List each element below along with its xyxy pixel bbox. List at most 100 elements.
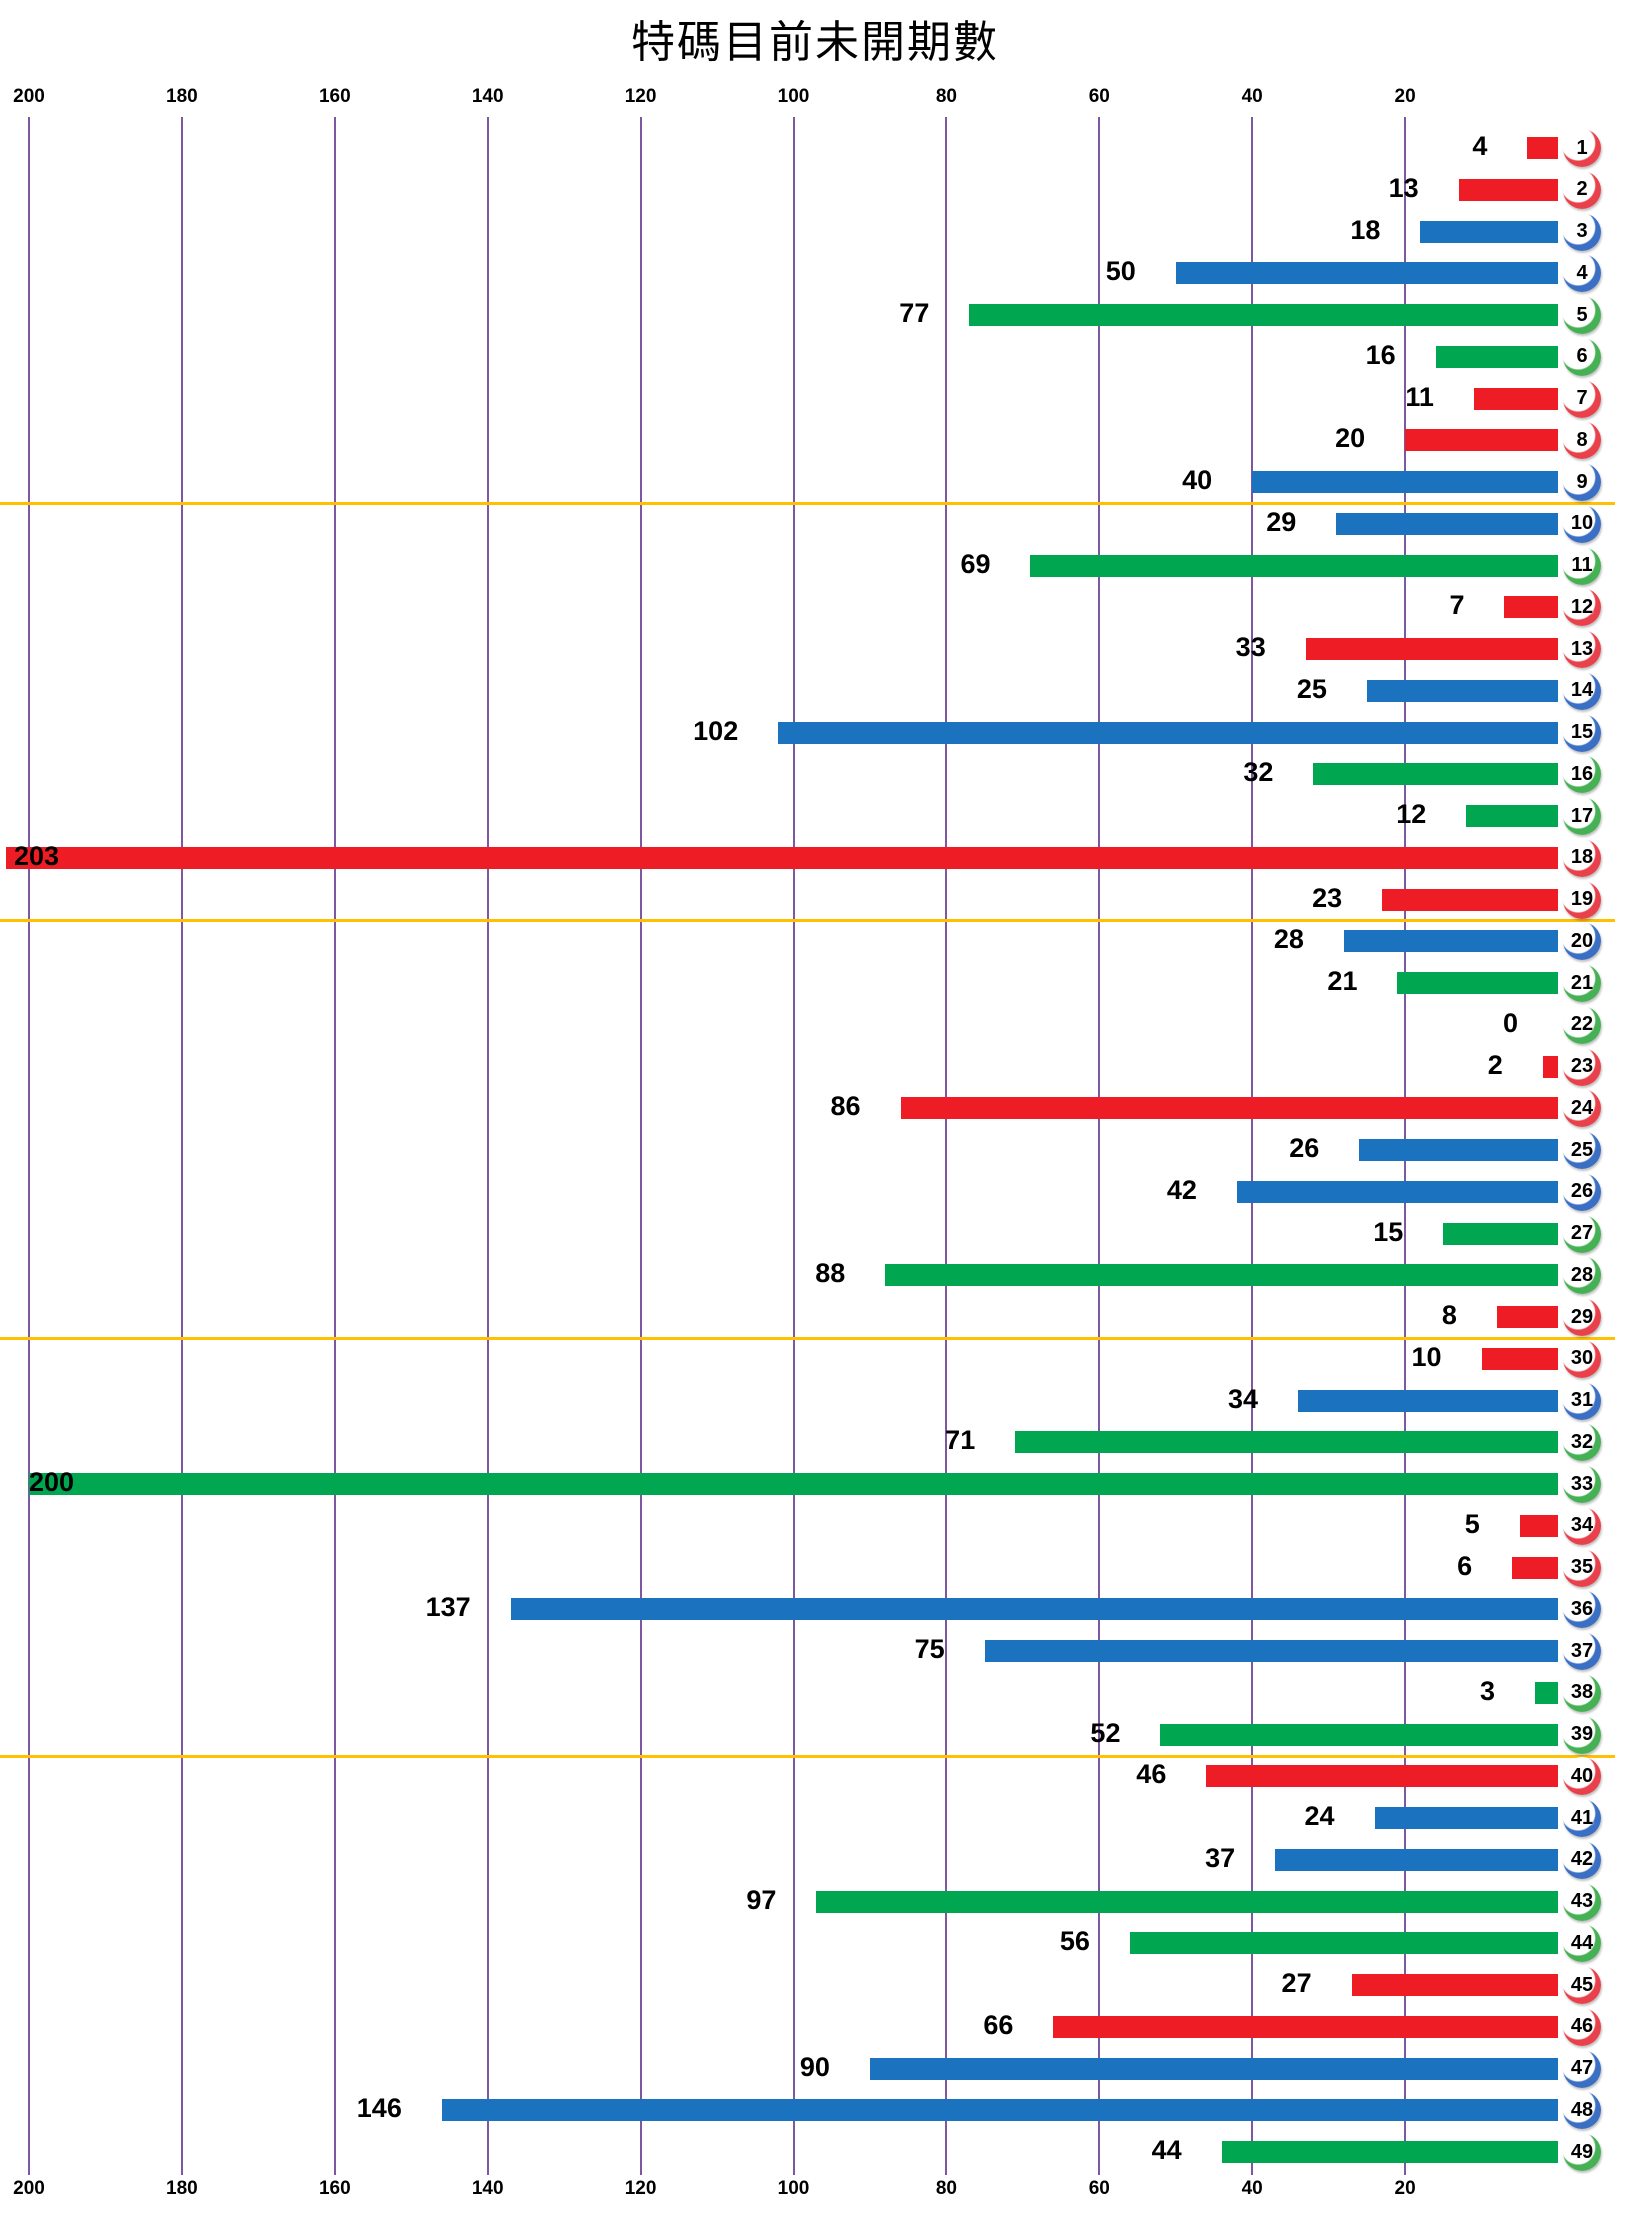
ball-38: 38 — [1563, 1673, 1601, 1712]
bar-11 — [1030, 554, 1558, 577]
bar-38 — [1535, 1681, 1558, 1704]
bar-33 — [29, 1473, 1558, 1496]
bar-19 — [1382, 888, 1558, 911]
axis-tick-bottom-200: 200 — [13, 2178, 45, 2199]
axis-tick-bottom-180: 180 — [166, 2178, 198, 2199]
ball-8: 8 — [1563, 421, 1601, 460]
value-label-44: 56 — [1059, 1926, 1090, 1957]
ball-41: 41 — [1563, 1799, 1601, 1838]
ball-27: 27 — [1563, 1214, 1601, 1253]
value-label-10: 29 — [1266, 506, 1297, 537]
ball-36: 36 — [1563, 1590, 1601, 1629]
ball-13: 13 — [1563, 630, 1601, 669]
bar-45 — [1351, 1974, 1558, 1997]
value-label-49: 44 — [1151, 2135, 1182, 2166]
bar-23 — [1542, 1055, 1558, 1078]
ball-29: 29 — [1563, 1298, 1601, 1337]
ball-45: 45 — [1563, 1966, 1601, 2005]
value-label-27: 15 — [1373, 1216, 1404, 1247]
bar-36 — [510, 1598, 1558, 1621]
bar-14 — [1366, 679, 1558, 702]
value-label-4: 50 — [1105, 256, 1136, 287]
bar-2 — [1458, 178, 1558, 201]
bar-29 — [1496, 1306, 1558, 1329]
gridline-200 — [28, 117, 30, 2175]
bar-18 — [6, 846, 1558, 869]
bar-6 — [1435, 345, 1558, 368]
bar-7 — [1473, 387, 1558, 410]
bar-49 — [1221, 2141, 1558, 2164]
axis-tick-top-180: 180 — [166, 86, 198, 107]
value-label-30: 10 — [1411, 1341, 1442, 1372]
bar-32 — [1015, 1431, 1558, 1454]
value-label-11: 69 — [960, 548, 991, 579]
ball-46: 46 — [1563, 2007, 1601, 2046]
value-label-26: 42 — [1166, 1174, 1197, 1205]
bar-26 — [1236, 1180, 1558, 1203]
ball-9: 9 — [1563, 463, 1601, 502]
axis-tick-bottom-100: 100 — [777, 2178, 810, 2199]
axis-tick-top-40: 40 — [1241, 86, 1263, 107]
bar-1 — [1527, 137, 1558, 159]
ball-32: 32 — [1563, 1423, 1601, 1462]
bar-25 — [1359, 1139, 1558, 1162]
ball-34: 34 — [1563, 1506, 1601, 1545]
axis-tick-top-160: 160 — [318, 86, 351, 107]
ball-7: 7 — [1563, 379, 1601, 418]
bar-17 — [1466, 805, 1558, 828]
gridline-120 — [639, 117, 642, 2175]
value-label-29: 8 — [1441, 1300, 1457, 1331]
value-label-5: 77 — [899, 298, 930, 329]
ball-10: 10 — [1563, 504, 1601, 543]
value-label-6: 16 — [1365, 339, 1396, 370]
gridline-180 — [180, 117, 183, 2175]
ball-35: 35 — [1563, 1548, 1601, 1587]
bar-35 — [1512, 1556, 1558, 1579]
value-label-13: 33 — [1235, 632, 1266, 663]
bar-16 — [1313, 763, 1558, 786]
value-label-32: 71 — [945, 1425, 976, 1456]
ball-2: 2 — [1563, 170, 1601, 209]
bar-20 — [1343, 930, 1558, 953]
ball-44: 44 — [1563, 1924, 1601, 1963]
ball-30: 30 — [1563, 1339, 1601, 1378]
bar-10 — [1336, 512, 1558, 535]
axis-tick-bottom-40: 40 — [1241, 2178, 1263, 2199]
ball-6: 6 — [1563, 337, 1601, 376]
value-label-39: 52 — [1090, 1717, 1121, 1748]
value-label-37: 75 — [914, 1634, 945, 1665]
bar-46 — [1053, 2015, 1558, 2038]
ball-3: 3 — [1563, 212, 1601, 251]
value-label-2: 13 — [1388, 172, 1419, 203]
value-label-35: 6 — [1457, 1550, 1473, 1581]
gridline-160 — [333, 117, 336, 2175]
bar-30 — [1481, 1347, 1558, 1370]
gridline-80 — [945, 117, 948, 2175]
value-label-41: 24 — [1304, 1801, 1335, 1832]
ball-26: 26 — [1563, 1172, 1601, 1211]
ball-19: 19 — [1563, 880, 1601, 919]
value-label-42: 37 — [1205, 1842, 1236, 1873]
ball-11: 11 — [1563, 546, 1601, 585]
ball-5: 5 — [1563, 296, 1601, 335]
ball-39: 39 — [1563, 1715, 1601, 1754]
axis-tick-top-80: 80 — [935, 86, 957, 107]
value-label-17: 12 — [1396, 799, 1427, 830]
bar-47 — [869, 2057, 1558, 2080]
ball-12: 12 — [1563, 588, 1601, 627]
ball-18: 18 — [1563, 838, 1601, 877]
ball-22: 22 — [1563, 1005, 1601, 1044]
value-label-24: 86 — [830, 1091, 861, 1122]
axis-tick-top-140: 140 — [471, 86, 504, 107]
value-label-47: 90 — [799, 2051, 830, 2082]
value-label-31: 34 — [1228, 1383, 1259, 1414]
bar-24 — [900, 1097, 1558, 1120]
value-label-40: 46 — [1136, 1759, 1167, 1790]
ball-42: 42 — [1563, 1840, 1601, 1879]
bar-41 — [1374, 1807, 1558, 1830]
value-label-1: 4 — [1472, 131, 1488, 161]
value-label-23: 2 — [1487, 1049, 1503, 1080]
ball-4: 4 — [1563, 254, 1601, 293]
ball-40: 40 — [1563, 1757, 1601, 1796]
bar-27 — [1443, 1222, 1558, 1245]
